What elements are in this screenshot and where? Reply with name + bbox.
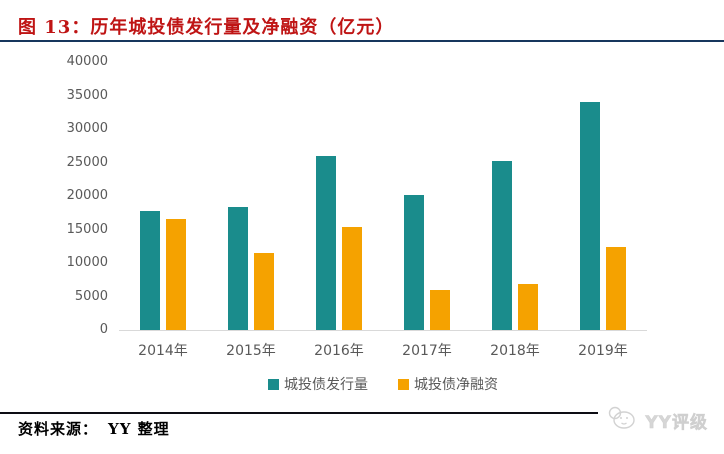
title-divider [0,40,724,42]
bar-net-financing [342,227,362,330]
y-axis-tick-label: 10000 [66,255,108,270]
x-axis: 2014年 2015年 2016年 2017年 2018年 2019年 [119,340,647,360]
x-axis-category-label: 2017年 [402,343,452,359]
y-axis-tick-label: 40000 [66,54,108,69]
y-axis-tick-label: 25000 [66,154,108,170]
y-axis-tick-label: 5000 [74,288,108,304]
legend-label-net-financing: 城投债净融资 [414,377,498,393]
y-axis-tick-label: 30000 [66,121,108,136]
bar-issuance [492,161,512,330]
legend-item-issuance: 城投债发行量 [268,374,368,394]
bar-issuance [580,102,600,330]
x-axis-category-label: 2014年 [138,343,188,359]
legend-swatch-net-financing [398,378,409,390]
source-note: 资料来源： YY 整理 [18,418,170,439]
bar-issuance [228,207,248,330]
legend-label-issuance: 城投债发行量 [284,377,368,393]
x-axis-category-label: 2015年 [226,343,276,359]
bar-issuance [140,211,160,330]
plot-area [119,62,647,331]
y-axis-tick-label: 15000 [66,221,108,237]
bar-net-financing [254,253,274,330]
bar-issuance [404,195,424,330]
legend-item-net-financing: 城投债净融资 [398,374,498,394]
bar-net-financing [518,284,538,330]
y-axis: 40000 35000 30000 25000 20000 15000 10000 5000 0 [38,54,108,337]
brand-watermark: YY评级 [598,403,724,437]
source-value: YY 整理 [108,420,170,438]
legend-swatch-issuance [268,378,279,390]
x-axis-category-label: 2019年 [578,343,628,359]
y-axis-tick-label: 35000 [66,87,108,103]
bar-issuance [316,156,336,330]
yy-logo-icon [606,405,640,435]
chart-legend: 城投债发行量 城投债净融资 [119,374,647,394]
bar-net-financing [430,290,450,330]
bar-net-financing [166,219,186,330]
x-axis-category-label: 2016年 [314,343,364,359]
source-label: 资料来源： [18,420,99,438]
x-axis-category-label: 2018年 [490,343,540,359]
figure-title: 图 13：历年城投债发行量及净融资（亿元） [18,17,395,38]
y-axis-tick-label: 0 [99,322,108,337]
y-axis-tick-label: 20000 [66,188,108,203]
footer-divider [0,412,724,414]
watermark-text: YY评级 [645,412,708,433]
bar-net-financing [606,247,626,330]
